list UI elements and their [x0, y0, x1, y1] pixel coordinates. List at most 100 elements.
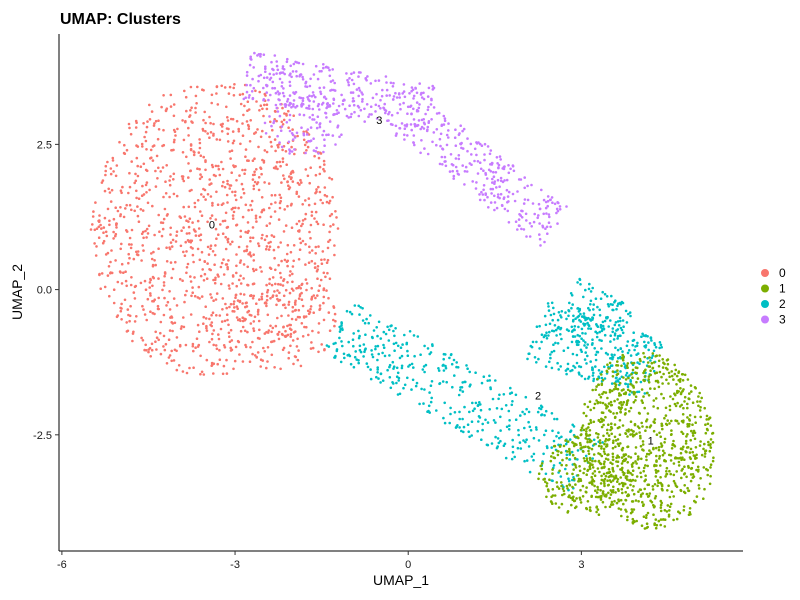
cell-point — [217, 337, 221, 341]
cell-point — [353, 355, 357, 359]
cell-point — [410, 112, 413, 115]
cell-point — [579, 447, 582, 450]
cell-point — [358, 348, 362, 352]
cell-point — [274, 201, 277, 204]
cell-point — [578, 496, 582, 500]
cell-point — [524, 395, 528, 399]
cell-point — [238, 261, 242, 264]
cell-point — [188, 217, 192, 220]
cell-point — [307, 333, 310, 337]
cell-point — [165, 260, 169, 263]
cell-point — [493, 208, 496, 212]
cell-point — [139, 165, 143, 168]
cell-point — [559, 333, 562, 336]
cell-point — [270, 234, 274, 237]
cell-point — [542, 452, 545, 456]
cell-point — [114, 259, 117, 262]
cell-point — [579, 428, 583, 432]
cell-point — [549, 459, 553, 463]
cell-point — [648, 449, 651, 452]
cell-point — [333, 113, 337, 116]
cell-point — [366, 75, 369, 78]
cell-point — [253, 51, 256, 55]
cell-point — [596, 401, 599, 405]
cell-point — [221, 184, 224, 188]
cell-point — [432, 87, 435, 90]
cell-point — [179, 327, 183, 330]
x-tick-label: -3 — [230, 559, 240, 571]
cell-point — [304, 212, 308, 216]
cell-point — [403, 133, 406, 137]
cell-point — [682, 508, 686, 512]
cell-point — [641, 425, 644, 428]
cell-point — [528, 425, 532, 429]
cell-point — [574, 466, 578, 469]
cell-point — [226, 182, 229, 186]
cell-point — [522, 439, 525, 442]
cell-point — [371, 336, 374, 340]
cell-point — [216, 362, 219, 366]
cell-point — [209, 121, 212, 125]
cell-point — [389, 81, 393, 85]
cell-point — [604, 457, 608, 461]
cell-point — [683, 373, 687, 377]
cell-point — [205, 326, 208, 330]
cell-point — [244, 155, 247, 158]
cell-point — [628, 409, 631, 413]
cell-point — [574, 483, 577, 486]
cell-point — [371, 355, 375, 359]
cell-point — [519, 447, 523, 450]
cell-point — [298, 75, 301, 78]
cell-point — [621, 357, 625, 361]
cell-point — [552, 439, 556, 443]
cell-point — [194, 234, 198, 237]
cell-point — [346, 354, 350, 357]
cell-point — [297, 297, 301, 300]
cell-point — [318, 172, 322, 176]
cell-point — [375, 375, 378, 379]
cell-point — [200, 214, 204, 217]
cell-point — [641, 500, 644, 504]
cell-point — [506, 201, 509, 204]
cell-point — [647, 341, 650, 344]
cell-point — [566, 487, 569, 490]
cell-point — [645, 492, 649, 496]
cell-point — [194, 346, 197, 350]
cell-point — [111, 156, 115, 160]
cell-point — [496, 178, 500, 182]
cell-point — [152, 124, 156, 127]
cell-point — [112, 288, 116, 292]
cell-point — [619, 370, 622, 373]
cell-point — [336, 126, 339, 129]
cluster-0-points — [89, 83, 340, 376]
cell-point — [326, 271, 329, 275]
cell-point — [517, 178, 521, 181]
cell-point — [104, 230, 108, 234]
cell-point — [656, 381, 660, 384]
cell-point — [469, 142, 473, 146]
cell-point — [243, 172, 246, 175]
cell-point — [682, 445, 685, 449]
cell-point — [214, 218, 218, 221]
cell-point — [682, 472, 686, 476]
cell-point — [277, 263, 280, 267]
cell-point — [589, 408, 592, 412]
cell-point — [621, 350, 624, 353]
cell-point — [246, 265, 249, 269]
cell-point — [338, 330, 342, 333]
y-tick-label: -2.5 — [33, 430, 52, 442]
cell-point — [535, 340, 538, 344]
cell-point — [422, 402, 425, 405]
cell-point — [289, 335, 293, 338]
cell-point — [209, 268, 212, 272]
cell-point — [606, 303, 610, 306]
cell-point — [681, 373, 685, 376]
cell-point — [274, 268, 277, 272]
cell-point — [652, 361, 656, 364]
cell-point — [662, 518, 665, 521]
cell-point — [104, 164, 108, 168]
cell-point — [322, 271, 326, 275]
cell-point — [507, 164, 510, 167]
cell-point — [661, 358, 664, 361]
cell-point — [339, 360, 343, 364]
